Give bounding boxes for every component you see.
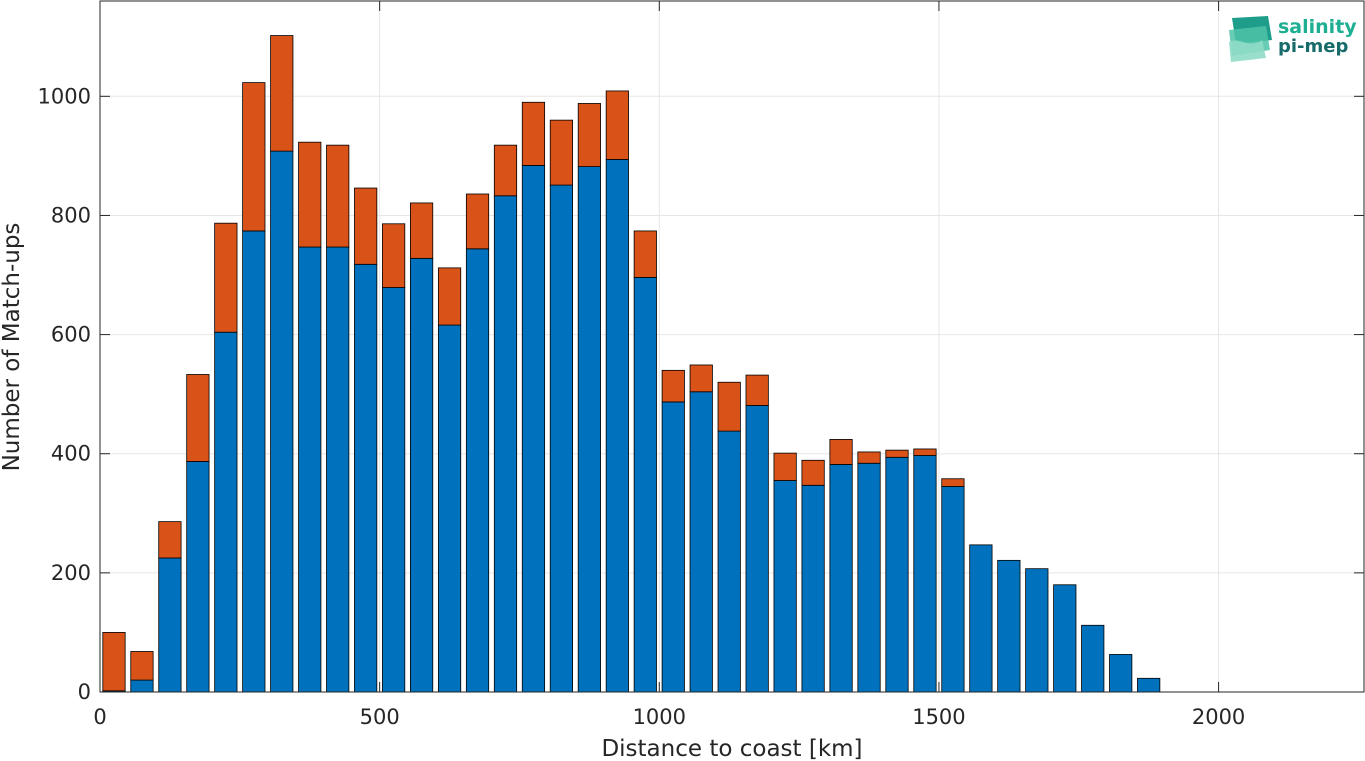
- bar-series-1: [298, 246, 322, 693]
- bar-series-2: [913, 448, 937, 456]
- bar-series-1: [270, 150, 294, 693]
- plot-frame: [99, 0, 1365, 693]
- bar-series-2: [437, 267, 462, 326]
- bar-series-2: [270, 35, 294, 152]
- bar-series-2: [410, 202, 434, 259]
- bar-series-2: [382, 223, 406, 288]
- x-tick-label: 1000: [633, 705, 686, 729]
- x-tick-label: 0: [93, 705, 106, 729]
- x-tick-label: 1500: [912, 705, 965, 729]
- bar-series-1: [969, 544, 993, 693]
- bar-series-2: [158, 521, 182, 559]
- bar-series-2: [465, 193, 490, 250]
- bar-series-2: [493, 144, 518, 197]
- bar-series-1: [1053, 584, 1077, 693]
- bar-series-1: [493, 195, 518, 693]
- bar-series-2: [773, 452, 797, 481]
- logo-line-pi-mep: pi-mep: [1278, 36, 1348, 57]
- bar-series-2: [242, 82, 266, 232]
- bar-series-2: [689, 364, 713, 393]
- bar-series-1: [465, 248, 490, 693]
- logo-line-salinity: salinity: [1278, 16, 1357, 38]
- bar-series-1: [941, 486, 965, 693]
- bar-series-1: [354, 263, 378, 693]
- bar-series-2: [577, 103, 601, 168]
- bar-series-1: [186, 461, 210, 693]
- bar-series-1: [326, 246, 350, 693]
- y-tick-label: 200: [51, 561, 91, 585]
- bar-series-2: [186, 374, 210, 462]
- y-tick-label: 400: [51, 442, 91, 466]
- bar-series-1: [773, 480, 797, 693]
- bar-series-1: [521, 165, 546, 693]
- bar-series-1: [1137, 677, 1161, 693]
- bar-series-1: [717, 430, 741, 693]
- bar-series-1: [689, 391, 713, 693]
- bar-series-1: [829, 464, 853, 693]
- ticks: 0 500 1000 1500 2000 0 200 400 600 800 1000: [38, 1, 1364, 729]
- bar-series-1: [130, 679, 154, 693]
- bar-series-1: [410, 257, 434, 693]
- bar-series-2: [605, 90, 629, 160]
- bar-series-2: [885, 449, 909, 458]
- bar-series-1: [885, 456, 909, 693]
- bar-series-2: [717, 381, 741, 432]
- bar-series-1: [1025, 568, 1049, 693]
- bar-series-1: [913, 455, 937, 693]
- bar-series-1: [661, 401, 685, 693]
- bar-series-1: [801, 484, 825, 693]
- bar-series-1: [214, 331, 238, 693]
- y-tick-label: 0: [78, 680, 91, 704]
- bar-series-1: [1081, 624, 1105, 693]
- bar-series-1: [382, 287, 406, 693]
- bar-series-1: [605, 159, 629, 693]
- bar-series-1: [158, 557, 182, 693]
- bar-series-2: [521, 101, 546, 166]
- bar-series-2: [633, 230, 657, 278]
- bars: [102, 35, 1161, 693]
- bar-series-2: [661, 369, 685, 403]
- bar-series-1: [633, 276, 657, 693]
- bar-series-1: [577, 166, 601, 693]
- bar-series-2: [829, 439, 853, 465]
- bar-series-2: [549, 119, 574, 186]
- salinity-pi-mep-logo: salinity pi-mep: [1229, 16, 1357, 62]
- bar-series-2: [745, 374, 769, 406]
- x-tick-label: 2000: [1192, 705, 1245, 729]
- bar-series-1: [857, 462, 881, 693]
- bar-series-2: [857, 451, 881, 464]
- bar-series-2: [326, 144, 350, 248]
- bar-series-1: [437, 324, 462, 693]
- bar-series-1: [997, 559, 1021, 693]
- y-axis-label: Number of Match-ups: [0, 223, 25, 472]
- y-tick-label: 600: [51, 323, 91, 347]
- x-axis-label: Distance to coast [km]: [601, 736, 862, 761]
- bar-series-2: [130, 651, 154, 681]
- bar-series-2: [801, 459, 825, 486]
- bar-series-1: [745, 405, 769, 693]
- y-tick-label: 1000: [38, 84, 91, 108]
- bar-series-1: [242, 230, 266, 693]
- bar-series-2: [214, 222, 238, 333]
- bar-series-1: [1109, 654, 1133, 693]
- x-tick-label: 500: [360, 705, 400, 729]
- wave-logo-icon: [1229, 16, 1272, 62]
- bar-series-2: [102, 632, 126, 692]
- bar-series-2: [354, 187, 378, 265]
- bar-series-1: [549, 184, 574, 693]
- bar-series-2: [941, 478, 965, 487]
- bar-series-2: [298, 141, 322, 248]
- y-tick-label: 800: [51, 203, 91, 227]
